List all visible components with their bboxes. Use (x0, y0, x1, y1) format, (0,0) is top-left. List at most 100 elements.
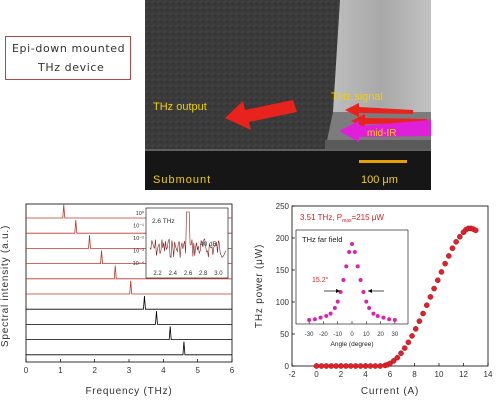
x-tick-label: 1 (58, 366, 63, 375)
power-data-point (343, 363, 349, 369)
y-tick-label: 150 (276, 266, 290, 275)
mid-ir-arrow (339, 120, 431, 142)
power-data-point (449, 245, 456, 252)
scale-bar-label: 100 μm (361, 174, 398, 186)
device-label-line1: Epi-down mounted (12, 42, 126, 55)
power-data-point (323, 363, 330, 369)
power-data-point (442, 260, 448, 267)
farfield-data-point (312, 317, 317, 322)
spectrum-trace (26, 280, 232, 295)
power-data-point (423, 302, 430, 308)
inset-x-tick-label: 20 (377, 332, 384, 338)
y-tick-label: 50 (280, 330, 289, 339)
inset-y-tick-label: 10⁻⁴ (133, 260, 145, 267)
power-xlabel: Current (A) (361, 386, 419, 397)
inset-x-tick-label: 2.4 (169, 271, 178, 277)
power-data-point (434, 277, 441, 284)
power-data-point (427, 294, 434, 300)
spectra-chart: 0 1 2 3 4 5 6 Spectral intensity (a.u.) Freque… (0, 203, 235, 397)
spectrum-trace (26, 326, 232, 340)
power-data-point (453, 239, 459, 245)
power-data-point (333, 363, 339, 369)
inset-x-tick-label: 30 (392, 332, 399, 338)
farfield-data-point (324, 314, 329, 318)
farfield-inset: THz far field -30 -20 -10 0 10 20 30 15.2° Ang… (295, 229, 409, 348)
farfield-data-point (375, 314, 380, 318)
farfield-data-point (355, 264, 360, 269)
power-data-point (328, 363, 334, 369)
x-tick-label: 6 (388, 370, 393, 379)
power-data-point (338, 363, 344, 369)
power-data-point (394, 354, 401, 361)
spectra-inset: 10⁰ 10⁻¹ 10⁻² 10⁻³ 10⁻⁴ 2.2 2.4 2.6 2.8 3.0 2.6 … (133, 207, 229, 279)
spectrum-trace (26, 235, 232, 249)
power-annotation: 3.51 THz, Pmax=215 μW (300, 213, 384, 224)
spectrum-trace (26, 311, 232, 325)
spectrum-trace (26, 219, 232, 234)
farfield-data-point (307, 318, 312, 322)
inset-x-tick-label: -30 (305, 332, 314, 338)
x-tick-label: 4 (161, 366, 166, 375)
inset-x-tick-label: -20 (319, 332, 328, 338)
device-sem-image: THz output THz signal mid-IR Submount 10… (145, 0, 431, 190)
power-data-point (352, 363, 359, 369)
x-tick-label: 2 (92, 366, 97, 375)
power-data-point (409, 333, 415, 339)
x-tick-label: 3 (127, 366, 132, 375)
power-data-point (445, 253, 452, 259)
power-data-point (457, 233, 463, 240)
power-data-point (401, 345, 408, 351)
farfield-data-point (361, 290, 366, 294)
power-data-point (367, 363, 374, 369)
power-ylabel: THz power (μW) (254, 244, 265, 328)
farfield-data-point (318, 315, 323, 320)
farfield-data-point (367, 306, 372, 310)
farfield-data-point (347, 250, 352, 254)
spectrum-trace (26, 250, 232, 264)
inset-x-tick-label: 0 (350, 332, 354, 338)
farfield-data-point (335, 299, 340, 304)
inset-y-tick-label: 10⁻¹ (133, 224, 144, 230)
farfield-data-point (392, 318, 397, 322)
power-data-point (377, 363, 383, 369)
inset-x-tick-label: 2.6 (184, 271, 193, 277)
power-data-point (420, 310, 426, 317)
inset-y-tick-label: 10⁻³ (133, 249, 144, 255)
farfield-data-point (332, 306, 337, 310)
device-label-line2: THz device (38, 61, 105, 74)
inset-x-tick-label: 2.2 (153, 271, 162, 277)
x-tick-label: 0 (314, 370, 319, 379)
spectrum-trace (26, 341, 232, 356)
inset-db-label: 40 dB (200, 241, 217, 248)
farfield-xlabel: Angle (degree) (331, 341, 374, 348)
inset-x-tick-label: 2.8 (199, 271, 208, 277)
thz-signal-arrows (345, 103, 427, 128)
power-data-point (348, 363, 354, 369)
farfield-angle-label: 15.2° (312, 276, 329, 284)
spectra-xlabel: Frequency (THz) (85, 386, 172, 397)
farfield-data-point (341, 278, 346, 282)
y-tick-label: 250 (276, 202, 290, 211)
power-data-point (405, 339, 412, 346)
inset-y-tick-label: 10⁰ (136, 210, 145, 217)
power-data-point (416, 318, 423, 324)
mid-ir-label: mid-IR (367, 128, 396, 139)
farfield-data-point (387, 317, 392, 322)
x-tick-label: 5 (195, 366, 200, 375)
spectra-ylabel: Spectral intensity (a.u.) (0, 225, 11, 347)
inset-x-tick-label: 10 (363, 332, 370, 338)
y-tick-label: 200 (276, 234, 290, 243)
inset-x-tick-label: -10 (333, 332, 342, 338)
farfield-data-point (344, 264, 349, 269)
x-tick-label: 14 (484, 370, 493, 379)
inset-y-tick-label: 10⁻² (133, 236, 144, 242)
farfield-data-point (364, 299, 369, 304)
x-tick-label: 12 (459, 370, 468, 379)
x-tick-label: 4 (363, 370, 368, 379)
power-data-point (372, 363, 379, 369)
y-tick-label: 0 (285, 362, 290, 371)
farfield-data-point (328, 311, 333, 316)
power-data-point (362, 363, 369, 369)
submount-label: Submount (153, 174, 211, 186)
